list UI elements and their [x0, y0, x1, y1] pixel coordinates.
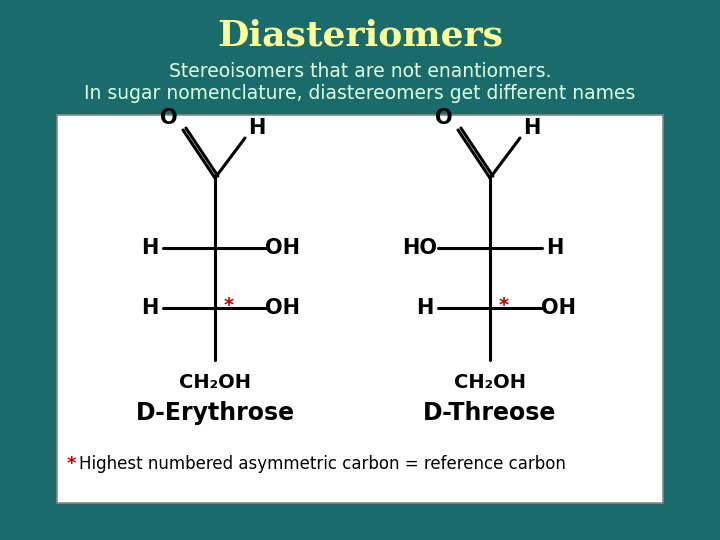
- Text: OH: OH: [266, 298, 300, 318]
- FancyBboxPatch shape: [57, 115, 663, 503]
- Text: CH₂OH: CH₂OH: [179, 373, 251, 392]
- Text: HO: HO: [402, 238, 438, 258]
- Text: D-Threose: D-Threose: [423, 401, 557, 425]
- Text: In sugar nomenclature, diastereomers get different names: In sugar nomenclature, diastereomers get…: [84, 84, 636, 103]
- Text: *: *: [499, 295, 509, 314]
- Text: H: H: [523, 118, 541, 138]
- Text: H: H: [416, 298, 433, 318]
- Text: *: *: [67, 455, 76, 473]
- Text: *: *: [224, 295, 234, 314]
- Text: OH: OH: [541, 298, 575, 318]
- Text: Highest numbered asymmetric carbon = reference carbon: Highest numbered asymmetric carbon = ref…: [79, 455, 566, 473]
- Text: H: H: [141, 238, 158, 258]
- Text: CH₂OH: CH₂OH: [454, 373, 526, 392]
- Text: H: H: [248, 118, 266, 138]
- Text: OH: OH: [266, 238, 300, 258]
- Text: Diasteriomers: Diasteriomers: [217, 18, 503, 52]
- Text: H: H: [546, 238, 564, 258]
- Text: D-Erythrose: D-Erythrose: [135, 401, 294, 425]
- Text: O: O: [160, 108, 178, 128]
- Text: Stereoisomers that are not enantiomers.: Stereoisomers that are not enantiomers.: [168, 62, 552, 81]
- Text: O: O: [435, 108, 453, 128]
- Text: H: H: [141, 298, 158, 318]
